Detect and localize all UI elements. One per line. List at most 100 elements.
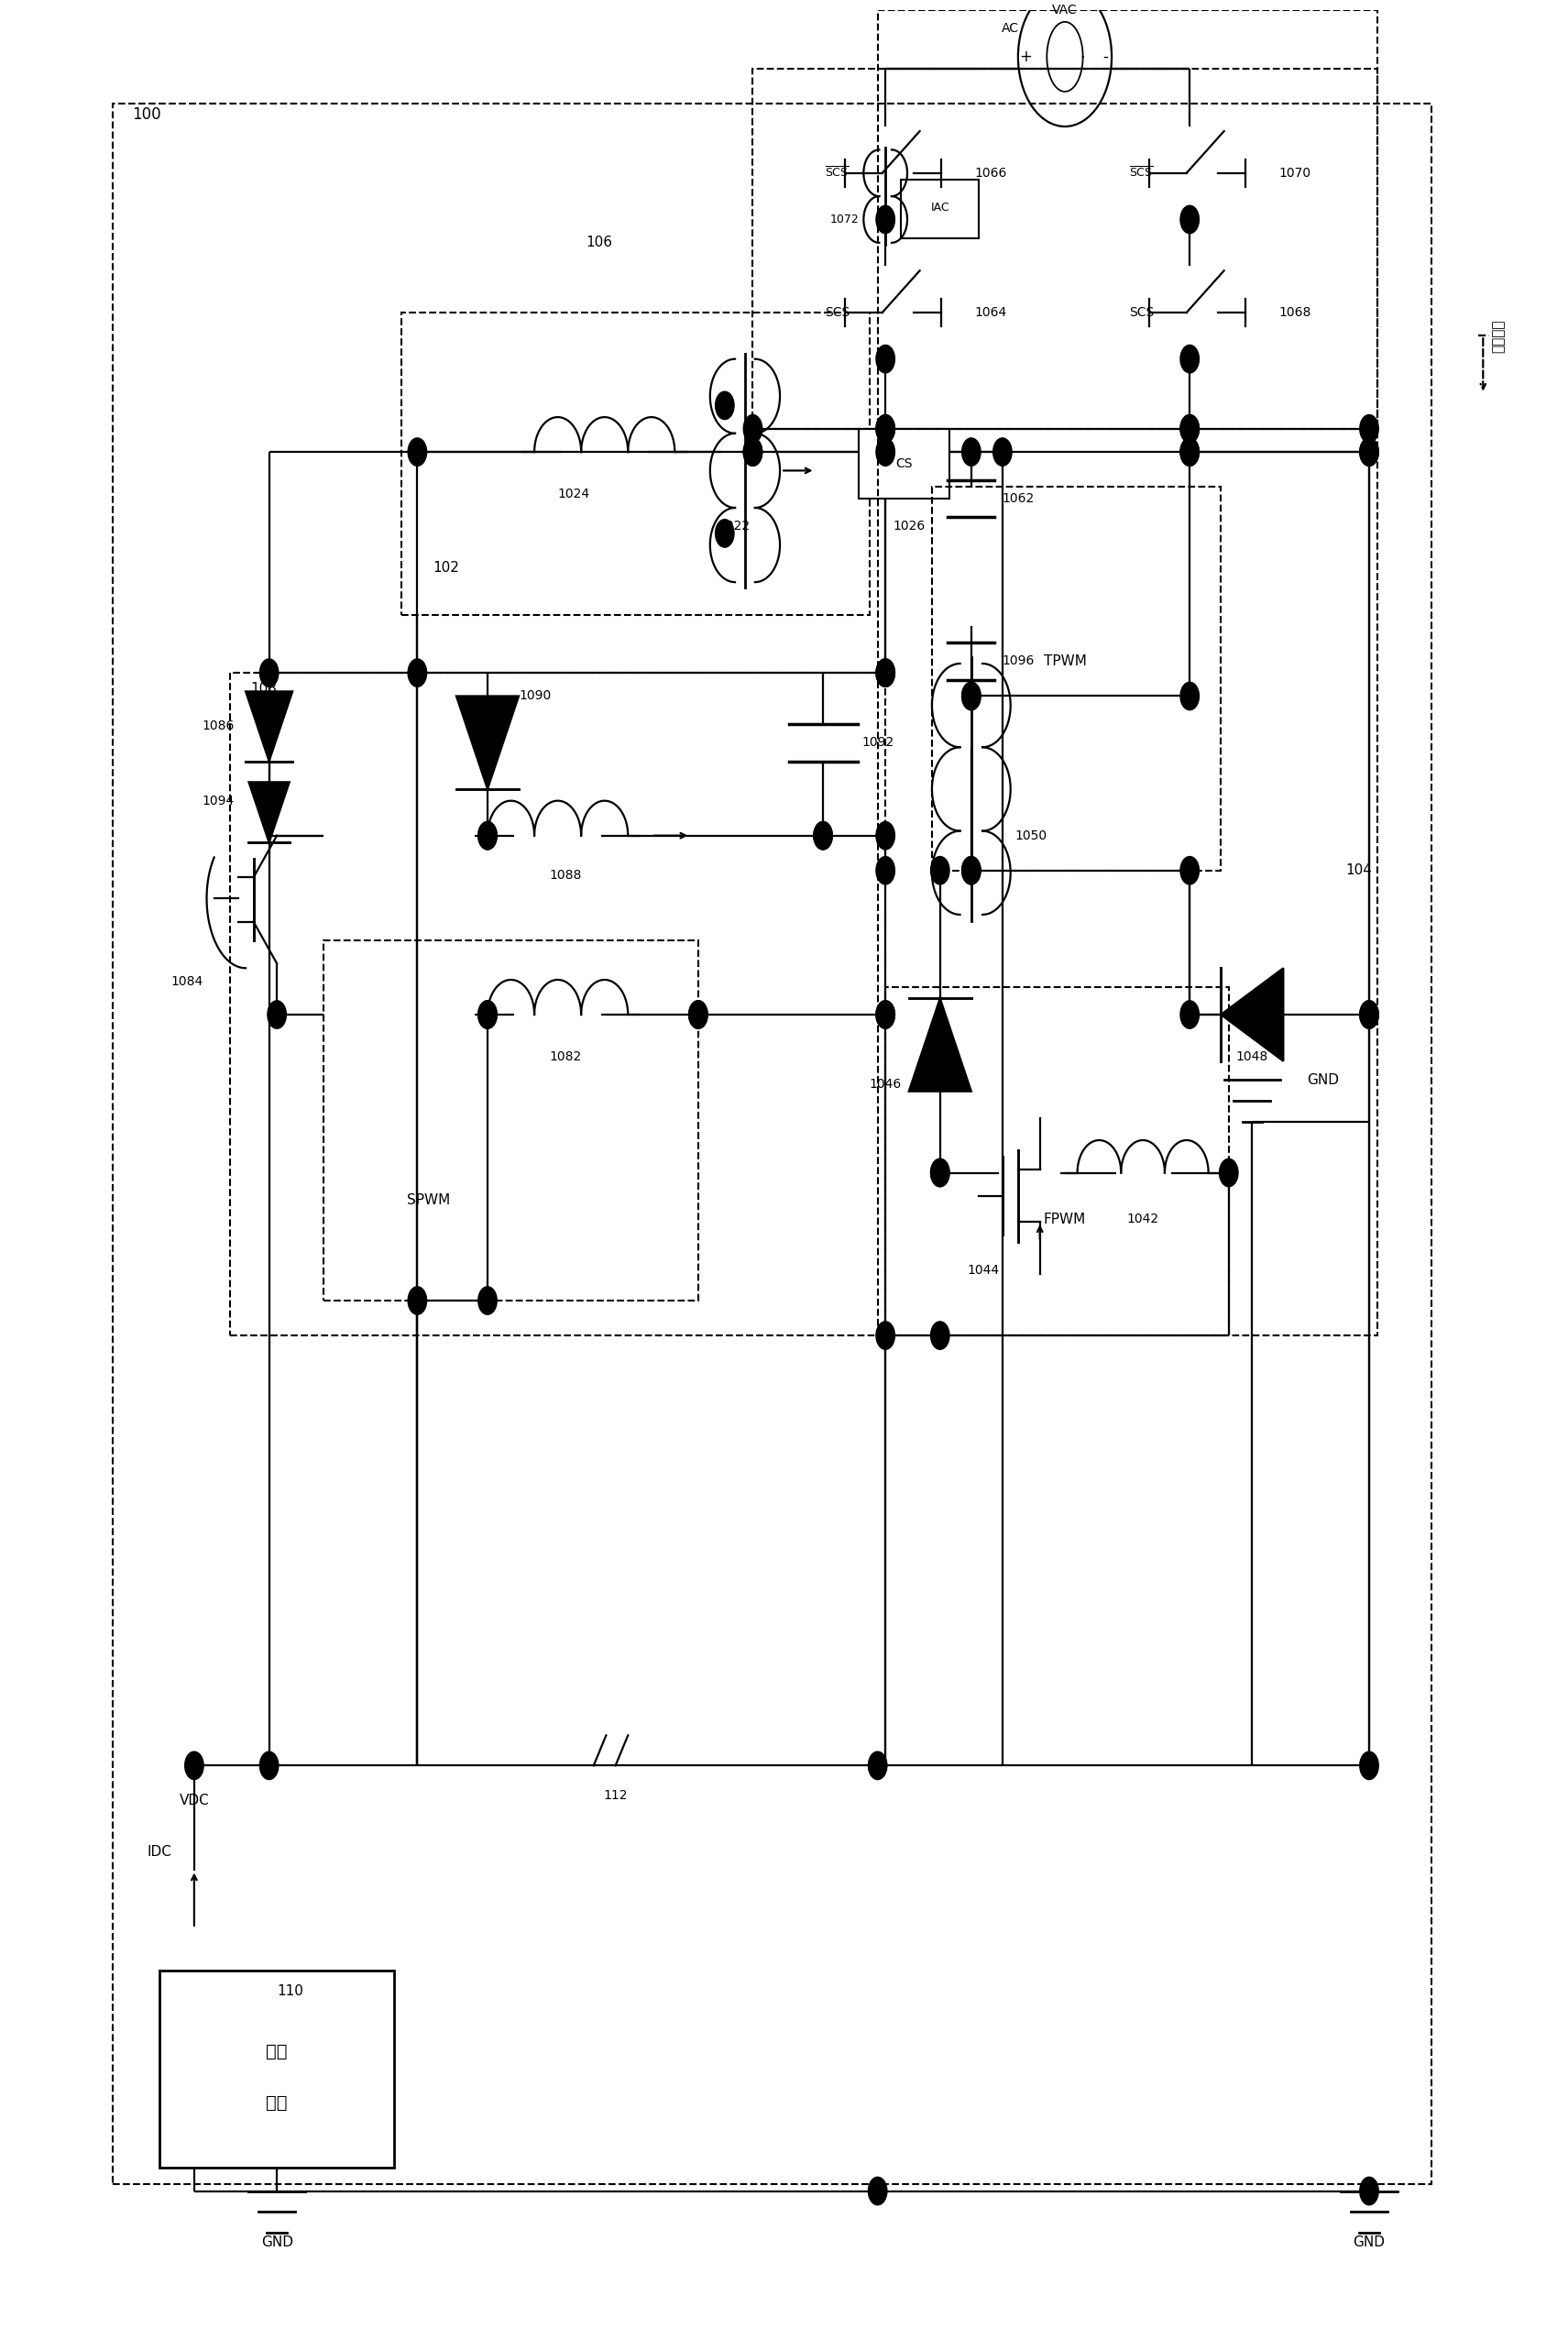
Text: GND: GND <box>260 2236 293 2250</box>
Text: 104: 104 <box>1345 863 1372 877</box>
Text: 100: 100 <box>132 108 162 124</box>
Bar <box>753 68 1377 428</box>
Circle shape <box>877 346 895 372</box>
Polygon shape <box>909 999 971 1092</box>
Text: 电源: 电源 <box>267 2093 287 2112</box>
Circle shape <box>268 1001 287 1029</box>
Circle shape <box>260 1752 279 1780</box>
Circle shape <box>1359 414 1378 442</box>
Circle shape <box>743 437 762 465</box>
Text: VDC: VDC <box>179 1794 209 1808</box>
Text: AC: AC <box>1002 23 1019 35</box>
Bar <box>323 940 698 1300</box>
Circle shape <box>478 821 497 849</box>
Bar <box>933 487 1221 870</box>
Bar <box>113 103 1432 2185</box>
Circle shape <box>1359 1001 1378 1029</box>
Circle shape <box>408 1286 426 1315</box>
Text: +: + <box>1019 49 1032 65</box>
Circle shape <box>1181 437 1200 465</box>
Circle shape <box>478 1001 497 1029</box>
Text: 1092: 1092 <box>862 737 894 748</box>
Circle shape <box>478 821 497 849</box>
Circle shape <box>688 1001 707 1029</box>
Circle shape <box>1181 206 1200 234</box>
Polygon shape <box>249 781 290 842</box>
Text: 1064: 1064 <box>974 306 1007 318</box>
Circle shape <box>931 1322 949 1350</box>
Text: 电流路径: 电流路径 <box>1491 318 1505 353</box>
Text: 直流: 直流 <box>267 2042 287 2061</box>
Circle shape <box>1181 1001 1200 1029</box>
Text: 1082: 1082 <box>549 1050 582 1062</box>
Text: 1070: 1070 <box>1278 166 1311 180</box>
Text: 1084: 1084 <box>171 975 204 989</box>
Circle shape <box>877 1322 895 1350</box>
Polygon shape <box>246 692 293 760</box>
Text: 1062: 1062 <box>1002 491 1035 505</box>
Text: 1094: 1094 <box>202 795 235 807</box>
Text: -: - <box>1102 49 1109 65</box>
Circle shape <box>961 437 980 465</box>
Circle shape <box>260 660 279 688</box>
Circle shape <box>1181 683 1200 711</box>
Circle shape <box>877 1001 895 1029</box>
Text: 1042: 1042 <box>1127 1214 1159 1226</box>
Text: 1066: 1066 <box>974 166 1007 180</box>
Text: IDC: IDC <box>147 1845 172 1860</box>
Bar <box>878 9 1377 1336</box>
Circle shape <box>877 206 895 234</box>
Circle shape <box>877 414 895 442</box>
Circle shape <box>1181 414 1200 442</box>
Text: 106: 106 <box>586 236 613 250</box>
Text: 1026: 1026 <box>892 519 925 533</box>
Text: 112: 112 <box>604 1789 627 1803</box>
Text: 1068: 1068 <box>1278 306 1311 318</box>
Circle shape <box>478 1001 497 1029</box>
Text: GND: GND <box>1353 2236 1385 2250</box>
Text: 1090: 1090 <box>519 690 550 702</box>
Text: 1096: 1096 <box>1002 655 1035 667</box>
Bar <box>902 180 978 239</box>
Circle shape <box>931 1158 949 1186</box>
Circle shape <box>814 821 833 849</box>
Text: 1044: 1044 <box>967 1263 1000 1277</box>
Text: FPWM: FPWM <box>1044 1212 1087 1226</box>
Circle shape <box>869 2178 887 2206</box>
Text: 1022: 1022 <box>718 519 750 533</box>
Circle shape <box>931 1158 949 1186</box>
Circle shape <box>688 1001 707 1029</box>
Text: 110: 110 <box>278 1983 303 1998</box>
Circle shape <box>185 1752 204 1780</box>
Bar <box>160 1969 394 2168</box>
Circle shape <box>715 519 734 547</box>
Text: 1048: 1048 <box>1236 1050 1269 1062</box>
Circle shape <box>1359 437 1378 465</box>
Circle shape <box>715 391 734 419</box>
Text: $\overline{\mathrm{SCS}}$: $\overline{\mathrm{SCS}}$ <box>1129 166 1154 180</box>
Bar <box>401 313 870 615</box>
Circle shape <box>877 821 895 849</box>
Text: $\overline{\mathrm{SCS}}$: $\overline{\mathrm{SCS}}$ <box>825 166 850 180</box>
Text: VAC: VAC <box>1052 5 1077 16</box>
Bar <box>859 428 949 498</box>
Text: SCS: SCS <box>1129 306 1154 318</box>
Circle shape <box>961 683 980 711</box>
Circle shape <box>877 660 895 688</box>
Circle shape <box>993 437 1011 465</box>
Text: TPWM: TPWM <box>1043 655 1087 669</box>
Circle shape <box>961 683 980 711</box>
Circle shape <box>1359 1001 1378 1029</box>
Text: 1072: 1072 <box>829 213 859 225</box>
Circle shape <box>1181 437 1200 465</box>
Circle shape <box>1181 346 1200 372</box>
Circle shape <box>961 856 980 884</box>
Polygon shape <box>1221 968 1283 1062</box>
Circle shape <box>408 437 426 465</box>
Text: 1050: 1050 <box>1014 828 1047 842</box>
Circle shape <box>743 414 762 442</box>
Text: 1024: 1024 <box>557 487 590 501</box>
Circle shape <box>877 660 895 688</box>
Bar <box>230 674 886 1336</box>
Text: 1088: 1088 <box>549 868 582 882</box>
